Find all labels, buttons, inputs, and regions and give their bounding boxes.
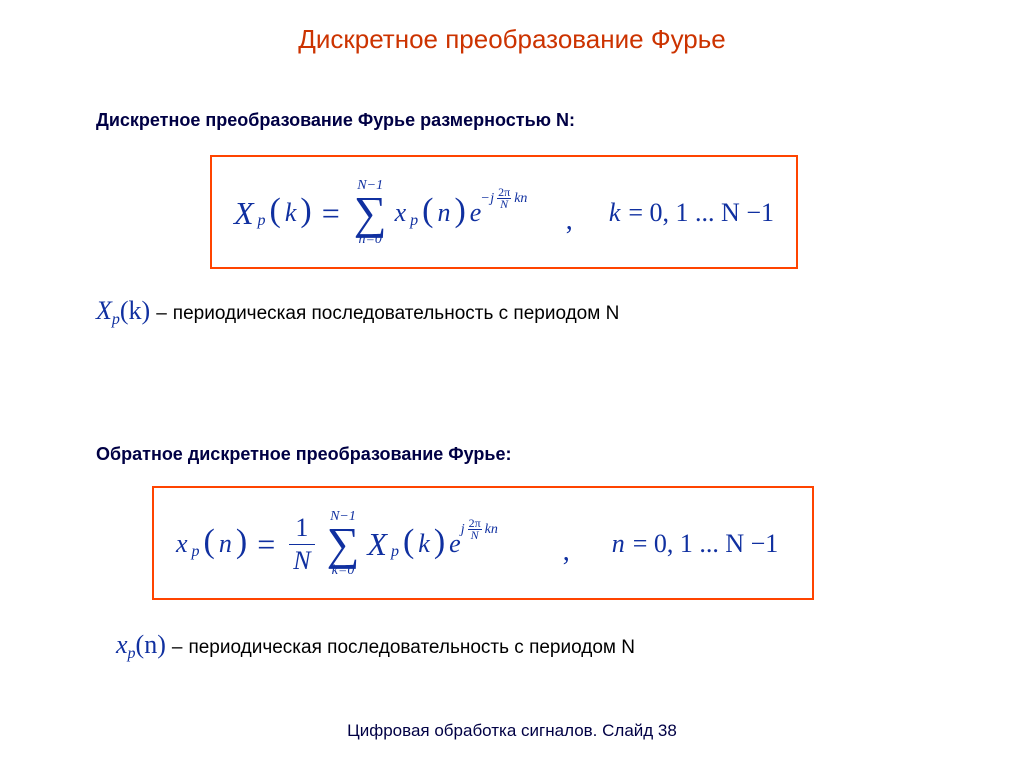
note-inverse: xp(n) – периодическая последовательность… [116, 630, 635, 663]
close-paren: ) [236, 523, 247, 561]
exponent: − j 2π N kn [481, 187, 527, 210]
note-symbol: Xp(k) [96, 296, 150, 329]
exp-tail: kn [514, 191, 527, 207]
exp-frac: 2π N [468, 518, 482, 541]
exponent: j 2π N kn [461, 518, 498, 541]
note-text: периодическая последовательность с перио… [173, 303, 620, 325]
sym-X: X [96, 296, 112, 325]
sym-sub: p [112, 311, 120, 328]
page-title: Дискретное преобразование Фурье [0, 24, 1024, 55]
coef-frac: 1 N [289, 514, 314, 574]
e: e [470, 198, 482, 227]
exp-j: j [490, 191, 494, 207]
coef-num: 1 [291, 514, 312, 541]
open-paren: ( [204, 523, 215, 561]
exponential: e − j 2π N kn [470, 198, 482, 228]
open-paren-2: ( [422, 192, 433, 230]
open-paren: ( [270, 192, 281, 230]
section-heading-inverse: Обратное дискретное преобразование Фурье… [96, 444, 512, 465]
sigma-icon: ∑ [354, 193, 387, 232]
summation: N−1 ∑ k=0 [327, 510, 360, 577]
sum-lower: n=0 [358, 233, 381, 247]
dash: – [156, 303, 167, 325]
sym-arg: (n) [136, 630, 166, 659]
section-heading-forward: Дискретное преобразование Фурье размерно… [96, 110, 575, 131]
equals: = [257, 526, 275, 563]
term-x: x [395, 198, 407, 228]
exp-frac: 2π N [497, 187, 511, 210]
exp-den: N [470, 530, 480, 541]
lhs-sub-p: p [258, 212, 266, 230]
equals: = [322, 195, 340, 232]
sigma-icon: ∑ [327, 524, 360, 563]
note-text: периодическая последовательность с перио… [188, 637, 635, 659]
frac-bar-icon [289, 544, 314, 545]
lhs-x: x [176, 529, 188, 559]
dash: – [172, 637, 183, 659]
close-paren-2: ) [454, 192, 465, 230]
e: e [449, 529, 461, 558]
sym-arg: (k) [120, 296, 150, 325]
exp-den: N [499, 199, 509, 210]
term-arg-n: n [437, 198, 450, 228]
open-paren-2: ( [403, 523, 414, 561]
close-paren: ) [300, 192, 311, 230]
lhs-sub-p: p [192, 543, 200, 561]
coef-den: N [289, 547, 314, 574]
term-sub-p: p [410, 212, 418, 230]
summation: N−1 ∑ n=0 [354, 179, 387, 246]
sym-x: x [116, 630, 128, 659]
formula-forward: X p ( k ) = N−1 ∑ n=0 x p ( n ) e − j [234, 165, 774, 261]
lhs-arg-n: n [219, 529, 232, 559]
term-sub-p: p [391, 543, 399, 561]
slide: Дискретное преобразование Фурье Дискретн… [0, 0, 1024, 767]
formula-box-inverse: x p ( n ) = 1 N N−1 ∑ k=0 X p ( k ) e [152, 486, 814, 600]
range-var-k: k [609, 198, 621, 228]
formula-box-forward: X p ( k ) = N−1 ∑ n=0 x p ( n ) e − j [210, 155, 798, 269]
exp-tail: kn [485, 522, 498, 538]
exponential: e j 2π N kn [449, 529, 461, 559]
range-var-n: n [612, 529, 625, 559]
formula-inverse: x p ( n ) = 1 N N−1 ∑ k=0 X p ( k ) e [176, 496, 790, 592]
range-text: = 0, 1 ... N −1 [633, 529, 779, 559]
lhs-arg-k: k [285, 198, 297, 228]
range-text: = 0, 1 ... N −1 [628, 198, 774, 228]
term-X: X [367, 526, 387, 563]
slide-footer: Цифровая обработка сигналов. Слайд 38 [0, 721, 1024, 741]
sum-lower: k=0 [332, 564, 355, 578]
comma: , [563, 536, 570, 568]
note-forward: Xp(k) – периодическая последовательность… [96, 296, 619, 329]
exp-j: j [461, 522, 465, 538]
exp-sign: − [481, 191, 489, 207]
comma: , [566, 205, 573, 237]
lhs-X: X [234, 195, 254, 232]
note-symbol: xp(n) [116, 630, 166, 663]
term-arg-k: k [418, 529, 430, 559]
close-paren-2: ) [434, 523, 445, 561]
sym-sub: p [128, 645, 136, 662]
